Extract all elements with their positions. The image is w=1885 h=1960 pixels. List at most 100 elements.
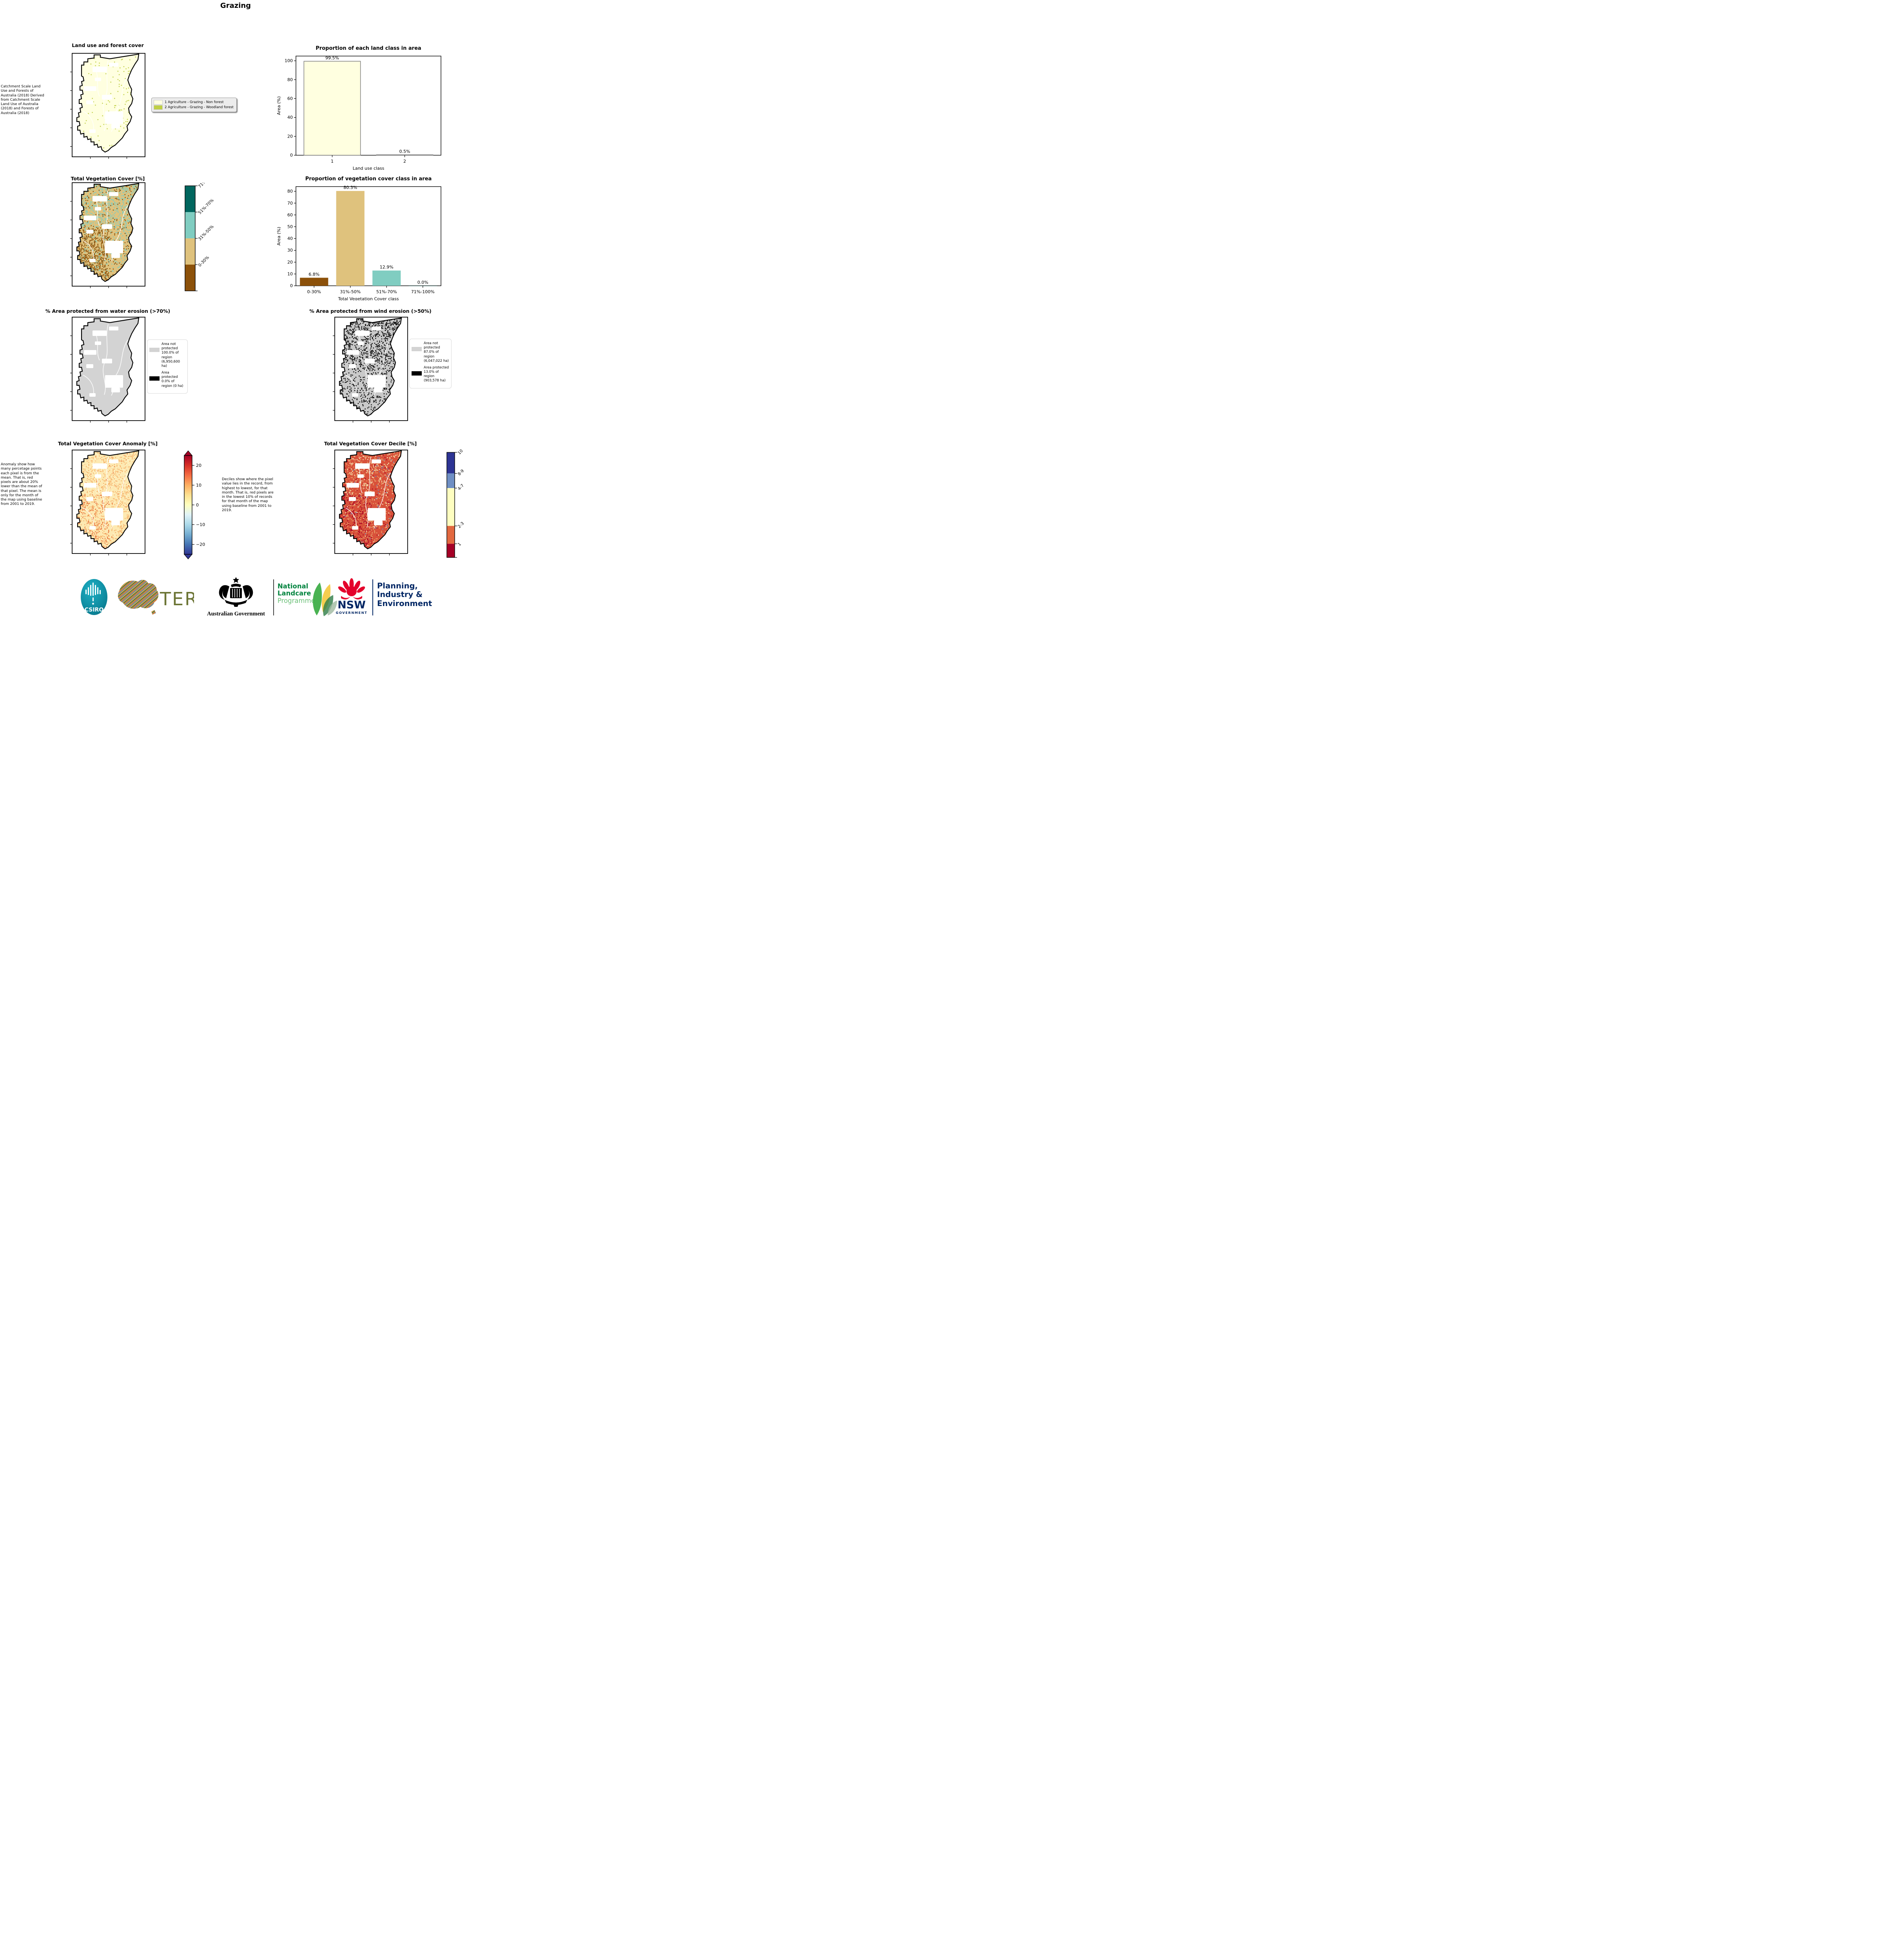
svg-text:0.0%: 0.0% — [417, 280, 428, 285]
nlp-line-landcare: Landcare — [278, 590, 311, 597]
decile-side-note: Deciles show where the pixel value lies … — [222, 477, 274, 512]
landcare-leaves-icon — [313, 583, 337, 616]
water-erosion-map — [70, 317, 145, 423]
svg-text:100: 100 — [285, 58, 293, 64]
nsw-waratah-icon — [338, 578, 365, 600]
svg-text:1: 1 — [331, 159, 334, 164]
australian-government-logo: Australian Government — [207, 577, 265, 617]
csiro-wordmark: CSIRO — [85, 607, 104, 613]
svg-text:0: 0 — [290, 283, 293, 289]
footer-divider-1 — [273, 579, 274, 615]
anomaly-map — [70, 450, 145, 555]
svg-text:2: 2 — [403, 159, 406, 164]
vegcover-map — [70, 182, 145, 288]
svg-text:80.3%: 80.3% — [343, 185, 357, 190]
svg-text:20: 20 — [287, 260, 293, 265]
nlp-line-national: National — [278, 583, 308, 590]
svg-text:60: 60 — [287, 96, 293, 101]
svg-text:40: 40 — [287, 115, 293, 120]
pie-line-planning: Planning, — [377, 581, 418, 590]
svg-text:80: 80 — [287, 77, 293, 82]
legend-label: 1 Agriculture - Grazing - Non forest — [165, 100, 224, 104]
legend-item: Area protected 0.0% of region (0 ha) — [149, 371, 185, 388]
anomaly-title: Total Vegetation Cover Anomaly [%] — [58, 441, 158, 446]
wind-erosion-legend: Area not protected 87.0% of region (6,04… — [409, 339, 452, 388]
svg-text:70: 70 — [287, 201, 293, 206]
vegcover-colorbar: 71%-100% 51%-70% 31%-50% 0-30% — [185, 183, 217, 291]
legend-item: Area not protected 100.0% of region (6,9… — [149, 342, 185, 368]
legend-item: Area not protected 87.0% of region (6,04… — [412, 341, 449, 363]
csiro-logo: CSIRO — [81, 579, 107, 615]
svg-text:80: 80 — [287, 189, 293, 194]
svg-text:0.5%: 0.5% — [399, 149, 410, 154]
tern-australia-icon — [118, 580, 159, 615]
water-erosion-legend: Area not protected 100.0% of region (6,9… — [147, 339, 188, 394]
planning-industry-environment-wordmark: Planning, Industry & Environment — [377, 581, 432, 608]
svg-text:Area (%): Area (%) — [276, 96, 281, 115]
page-title: Grazing — [220, 2, 251, 10]
footer-divider-2 — [372, 579, 373, 615]
legend-item: 1 Agriculture - Grazing - Non forest — [154, 100, 234, 105]
landuse-bar-chart: Proportion of each land class in area020… — [276, 45, 441, 170]
landuse-side-note: Catchment Scale Land Use and Forests of … — [1, 85, 44, 115]
svg-text:Area (%): Area (%) — [276, 227, 281, 246]
nlp-line-programme: Programme — [278, 597, 315, 604]
legend-swatch — [412, 371, 422, 376]
legend-label: 2 Agriculture - Grazing - Woodland fores… — [165, 105, 234, 109]
legend-item: Area protected 13.0% of region (903,578 … — [412, 366, 449, 383]
tern-logo: TERN — [118, 580, 194, 615]
legend-swatch — [149, 348, 160, 352]
svg-text:99.5%: 99.5% — [325, 55, 339, 60]
decile-colorbar: 108-94-72-31 — [446, 449, 465, 558]
svg-text:40: 40 — [287, 236, 293, 241]
decile-title: Total Vegetation Cover Decile [%] — [324, 441, 417, 446]
svg-text:30: 30 — [287, 248, 293, 253]
nsw-government-logo: NSW GOVERNMENT — [336, 578, 368, 615]
svg-text:0: 0 — [290, 153, 293, 158]
nsw-government-word: GOVERNMENT — [336, 611, 368, 615]
australian-coat-of-arms-icon — [219, 577, 253, 607]
svg-text:51%-70%: 51%-70% — [376, 289, 397, 294]
water-erosion-title: % Area protected from water erosion (>70… — [45, 308, 171, 314]
legend-swatch — [149, 376, 160, 381]
legend-label: Area protected 13.0% of region (903,578 … — [424, 365, 449, 383]
svg-text:20: 20 — [287, 134, 293, 139]
landuse-map-title: Land use and forest cover — [72, 42, 144, 48]
svg-text:71%-100%: 71%-100% — [411, 289, 435, 294]
svg-text:0-30%: 0-30% — [307, 289, 321, 294]
svg-text:71%-100%: 71%-100% — [198, 183, 217, 189]
svg-text:51%-70%: 51%-70% — [198, 198, 215, 215]
figure-canvas: Grazing Land use and forest cover Catchm… — [0, 0, 471, 626]
svg-text:0-30%: 0-30% — [198, 255, 210, 268]
csiro-wave-icon — [85, 583, 101, 605]
legend-swatch — [154, 100, 163, 105]
wind-erosion-title: % Area protected from wind erosion (>50%… — [309, 308, 432, 314]
landuse-map — [70, 53, 145, 159]
csiro-circle — [81, 579, 107, 615]
national-landcare-wordmark: National Landcare Programme — [278, 583, 315, 604]
legend-label: Area protected 0.0% of region (0 ha) — [161, 371, 183, 388]
tern-wordmark: TERN — [160, 588, 194, 610]
svg-text:31%-50%: 31%-50% — [340, 289, 361, 294]
pie-line-environment: Environment — [377, 599, 432, 608]
svg-text:Proportion of each land class: Proportion of each land class in area — [316, 45, 421, 51]
australian-government-wordmark: Australian Government — [207, 611, 265, 617]
svg-text:Land use class: Land use class — [353, 166, 385, 170]
nsw-wordmark: NSW — [337, 599, 366, 611]
anomaly-side-note: Anomaly show how many percetage points e… — [1, 463, 42, 506]
svg-text:10: 10 — [287, 271, 293, 276]
svg-text:60: 60 — [287, 212, 293, 218]
pie-line-industry: Industry & — [377, 590, 423, 599]
svg-text:12.9%: 12.9% — [380, 265, 394, 270]
legend-label: Area not protected 100.0% of region (6,9… — [161, 342, 180, 368]
legend-swatch — [412, 347, 422, 351]
svg-text:Proportion of vegetation cover: Proportion of vegetation cover class in … — [305, 176, 432, 182]
svg-text:50: 50 — [287, 224, 293, 229]
svg-text:31%-50%: 31%-50% — [198, 224, 215, 241]
svg-text:6.8%: 6.8% — [308, 272, 319, 277]
legend-item: 2 Agriculture - Grazing - Woodland fores… — [154, 105, 234, 110]
vegcover-bar-chart: Proportion of vegetation cover class in … — [276, 176, 441, 300]
landuse-legend: 1 Agriculture - Grazing - Non forest 2 Ag… — [151, 98, 237, 112]
vegcover-map-title: Total Vegetation Cover [%] — [71, 176, 145, 181]
